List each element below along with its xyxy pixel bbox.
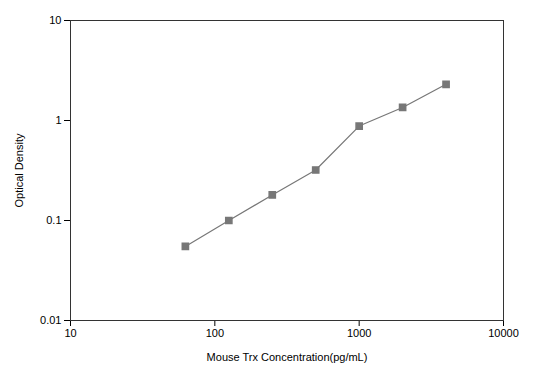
svg-text:1000: 1000 (347, 327, 371, 339)
svg-text:0.01: 0.01 (40, 314, 61, 326)
svg-text:Mouse Trx Concentration(pg/mL): Mouse Trx Concentration(pg/mL) (207, 351, 368, 363)
svg-text:Optical Density: Optical Density (13, 133, 25, 207)
svg-text:10: 10 (49, 14, 61, 26)
svg-text:100: 100 (206, 327, 224, 339)
svg-text:10: 10 (64, 327, 76, 339)
svg-text:1: 1 (55, 114, 61, 126)
svg-text:0.1: 0.1 (46, 214, 61, 226)
svg-text:10000: 10000 (488, 327, 519, 339)
